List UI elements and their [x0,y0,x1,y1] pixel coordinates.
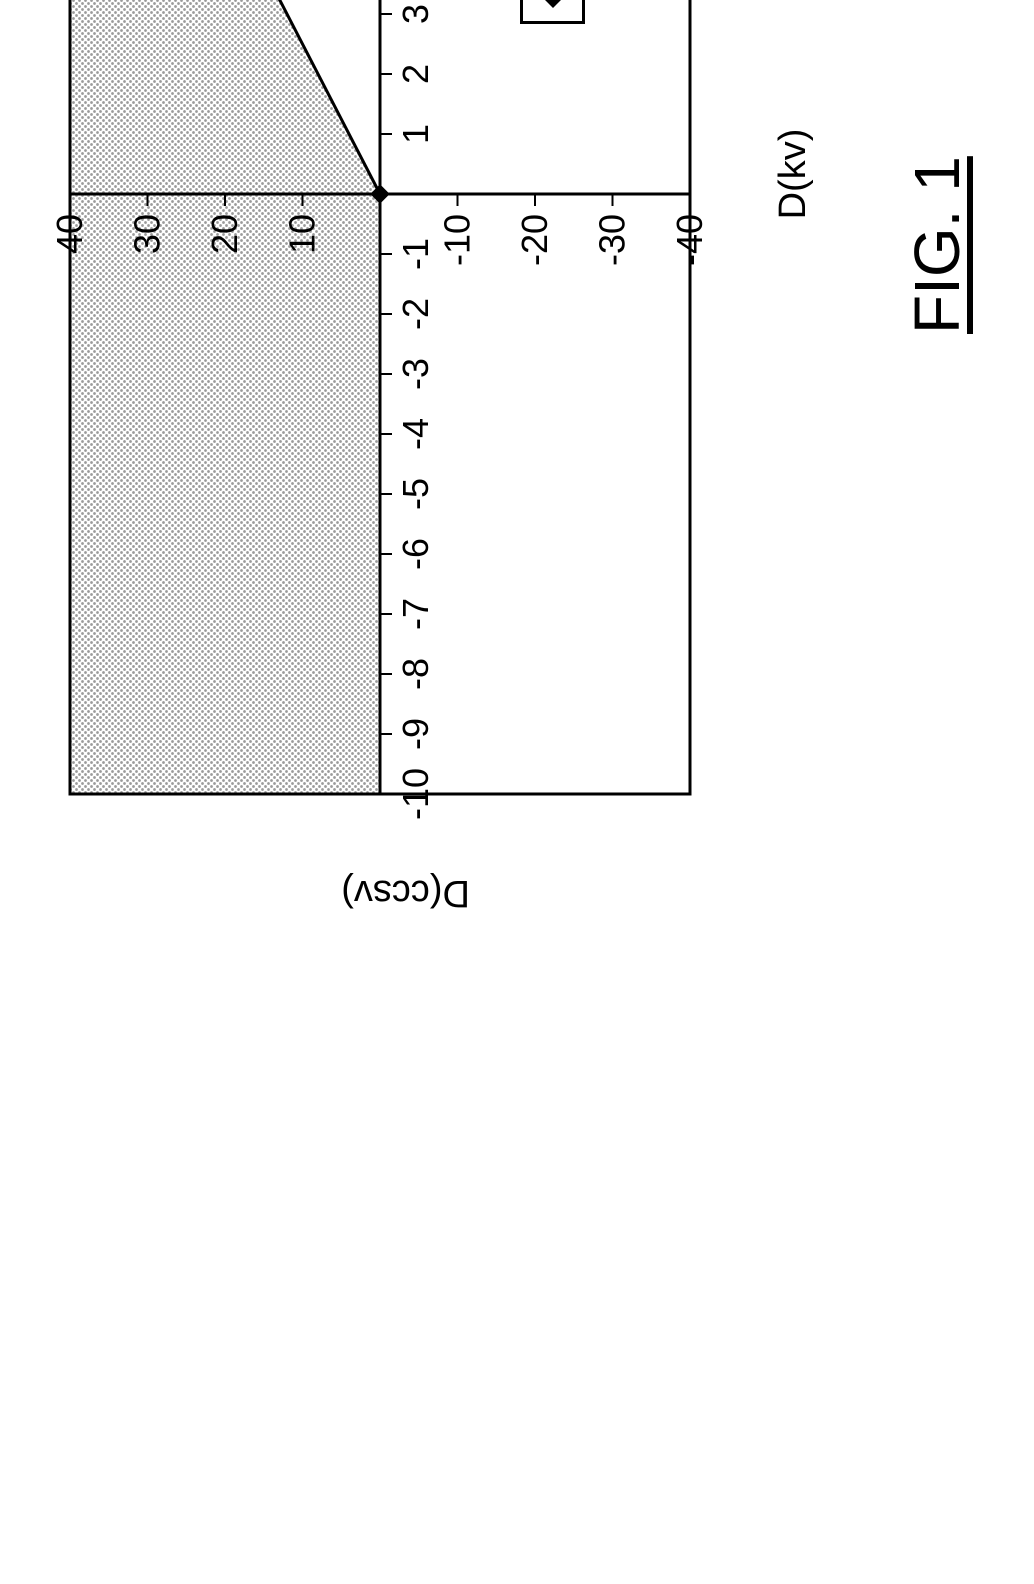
y-tick-label: -40 [669,214,710,266]
x-tick-label: -4 [395,418,436,450]
y-tick-label: -30 [592,214,633,266]
y-tick-label: 40 [49,214,90,254]
x-tick-label: -7 [395,598,436,630]
y-tick-label: -20 [514,214,555,266]
x-tick-label: 1 [395,124,436,144]
legend: PAO-4 [520,0,585,24]
x-tick-label: -6 [395,538,436,570]
y-tick-label: -10 [437,214,478,266]
y-tick-label: 30 [127,214,168,254]
y-tick-label: 10 [282,214,323,254]
x-axis-label: D(kv) [772,114,815,234]
x-tick-label: -9 [395,718,436,750]
x-tick-label: -10 [395,768,436,820]
x-tick-label: -1 [395,238,436,270]
x-tick-label: -5 [395,478,436,510]
x-tick-label: 2 [395,64,436,84]
figure-caption: FIG. 1 [900,156,974,334]
x-tick-label: -8 [395,658,436,690]
x-tick-label: -3 [395,358,436,390]
x-tick-label: -2 [395,298,436,330]
y-tick-label: 20 [204,214,245,254]
y-axis-label: D(ccsv) [341,871,470,914]
x-tick-label: 3 [395,4,436,24]
diamond-icon [536,0,570,8]
shaded-region [70,0,380,794]
